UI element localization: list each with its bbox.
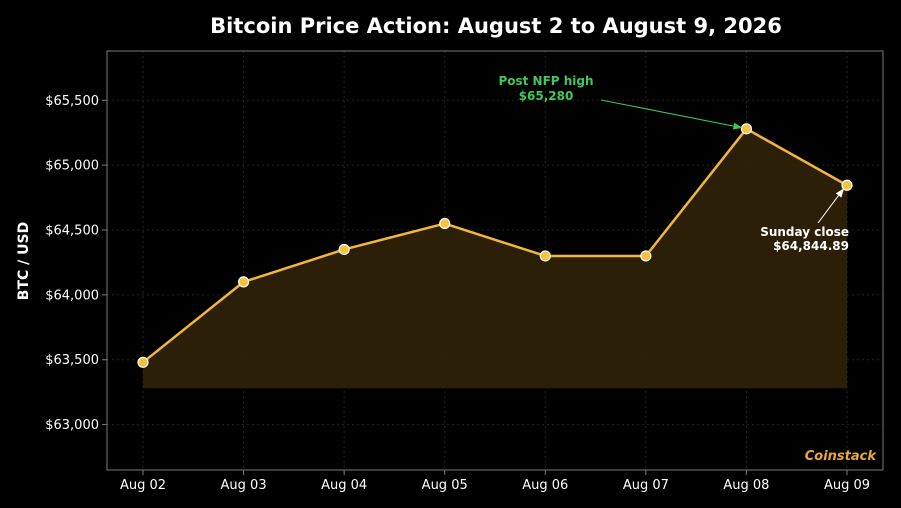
data-point-aug-06 — [539, 250, 551, 262]
x-tick-label: Aug 08 — [723, 478, 769, 493]
annotation-arrowhead — [732, 122, 743, 130]
y-tick-label: $64,000 — [45, 288, 99, 303]
x-axis-ticks: Aug 02 Aug 03 Aug 04 Aug 05 Aug 06 Aug 07 Aug … — [120, 470, 870, 493]
x-tick-label: Aug 06 — [522, 478, 568, 493]
y-tick-label: $63,500 — [45, 353, 99, 368]
price-area-fill — [143, 128, 847, 389]
data-point-aug-04 — [338, 243, 350, 256]
annotation-sunday-close-label: Sunday close — [760, 225, 849, 239]
y-tick-label: $65,500 — [45, 94, 99, 109]
data-point-aug-02 — [137, 356, 149, 368]
axes-frame — [106, 50, 884, 471]
x-tick-label: Aug 07 — [623, 478, 669, 493]
x-tick-label: Aug 05 — [422, 478, 468, 493]
x-tick-label: Aug 03 — [221, 478, 267, 493]
price-line — [142, 127, 848, 364]
y-tick-label: $64,500 — [45, 224, 99, 239]
data-point-aug-09 — [841, 179, 853, 191]
data-points — [137, 123, 853, 368]
annotation-post-nfp-high: Post NFP high $65,280 — [498, 74, 743, 130]
y-tick-label: $65,000 — [45, 159, 99, 174]
y-axis-ticks: $63,000 $63,500 $64,000 $64,500 $65,000 $65,5… — [45, 94, 107, 433]
chart-title: Bitcoin Price Action: August 2 to August… — [210, 14, 782, 38]
y-tick-label: $63,000 — [45, 418, 99, 433]
annotation-arrow — [600, 99, 734, 127]
data-point-aug-08 — [740, 123, 753, 135]
annotation-arrow — [817, 195, 840, 224]
annotation-post-nfp-value: $65,280 — [519, 89, 574, 103]
data-point-aug-05 — [439, 217, 451, 230]
annotation-sunday-close-value: $64,844.89 — [773, 239, 849, 253]
x-tick-label: Aug 09 — [824, 478, 870, 493]
coinstack-watermark: Coinstack — [805, 449, 878, 464]
y-axis-label: BTC / USD — [16, 222, 32, 300]
annotation-post-nfp-label: Post NFP high — [498, 74, 593, 88]
x-tick-label: Aug 04 — [321, 478, 367, 493]
annotation-arrowhead — [835, 188, 844, 198]
annotation-sunday-close: Sunday close $64,844.89 — [760, 188, 849, 253]
x-tick-label: Aug 02 — [120, 478, 166, 493]
data-point-aug-07 — [640, 250, 652, 262]
data-point-aug-03 — [237, 276, 250, 288]
